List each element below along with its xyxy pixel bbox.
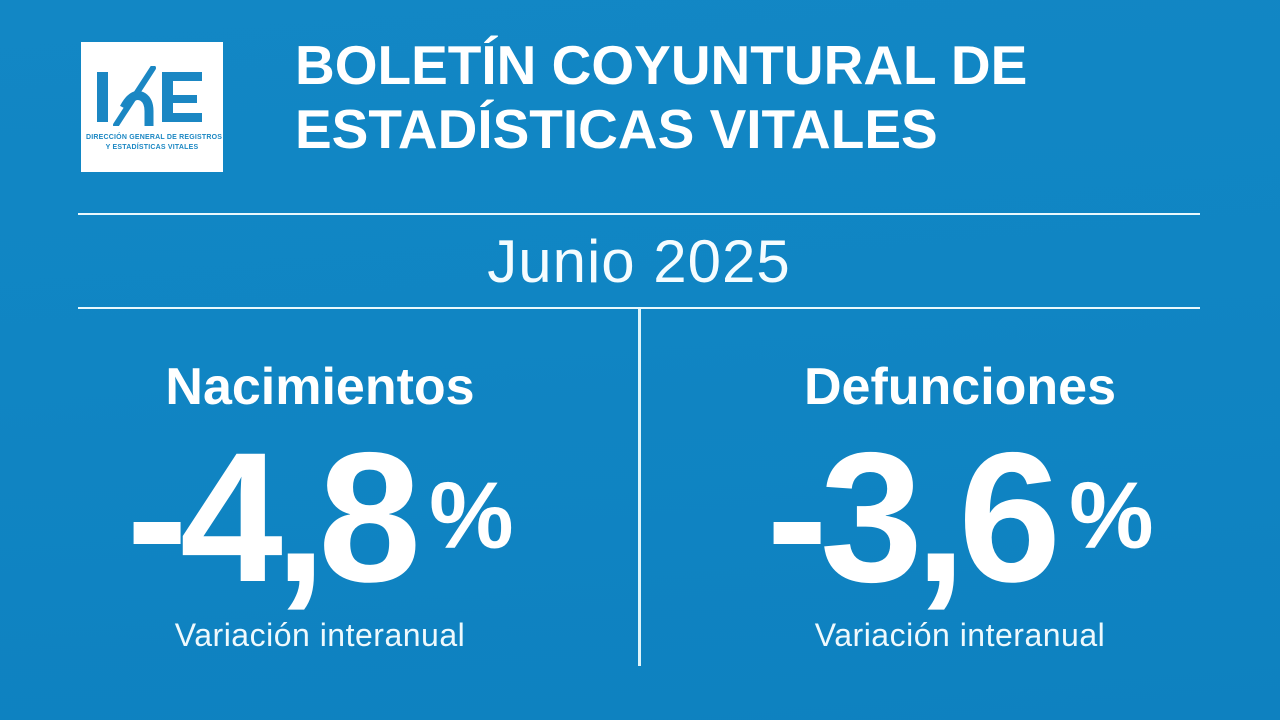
stat-unit-defunciones: % bbox=[1069, 463, 1154, 569]
stat-label-defunciones: Defunciones bbox=[803, 358, 1117, 416]
ine-wordmark-icon bbox=[96, 66, 208, 126]
stat-value-row-defunciones: -3,6 % bbox=[766, 415, 1154, 621]
stat-value-defunciones: -3,6 bbox=[766, 415, 1061, 621]
logo-tagline-line1: DIRECCIÓN GENERAL DE REGISTROS bbox=[86, 134, 223, 141]
stats-row: Nacimientos -4,8 % Variación interanual … bbox=[0, 309, 1280, 720]
divider-top bbox=[78, 213, 1200, 215]
stat-value-row-nacimientos: -4,8 % bbox=[126, 415, 514, 621]
ine-logo: DIRECCIÓN GENERAL DE REGISTROS Y ESTADÍS… bbox=[81, 42, 223, 172]
divider-vertical bbox=[638, 309, 641, 666]
stat-unit-nacimientos: % bbox=[429, 463, 514, 569]
stat-column-nacimientos: Nacimientos -4,8 % Variación interanual bbox=[0, 309, 640, 720]
stat-value-nacimientos: -4,8 bbox=[126, 415, 421, 621]
stat-column-defunciones: Defunciones -3,6 % Variación interanual bbox=[640, 309, 1280, 720]
stat-caption-nacimientos: Variación interanual bbox=[174, 616, 466, 653]
logo-tagline-line2: Y ESTADÍSTICAS VITALES bbox=[105, 144, 199, 151]
stat-caption-defunciones: Variación interanual bbox=[814, 616, 1106, 653]
stat-label-nacimientos: Nacimientos bbox=[165, 358, 475, 416]
bulletin-title: BOLETÍN COYUNTURAL DE ESTADÍSTICAS VITAL… bbox=[295, 33, 1027, 161]
divider-bottom bbox=[78, 307, 1200, 309]
bulletin-title-line1: BOLETÍN COYUNTURAL DE bbox=[295, 34, 1028, 96]
bulletin-title-line2: ESTADÍSTICAS VITALES bbox=[295, 98, 938, 160]
period-label: Junio 2025 bbox=[487, 227, 791, 295]
